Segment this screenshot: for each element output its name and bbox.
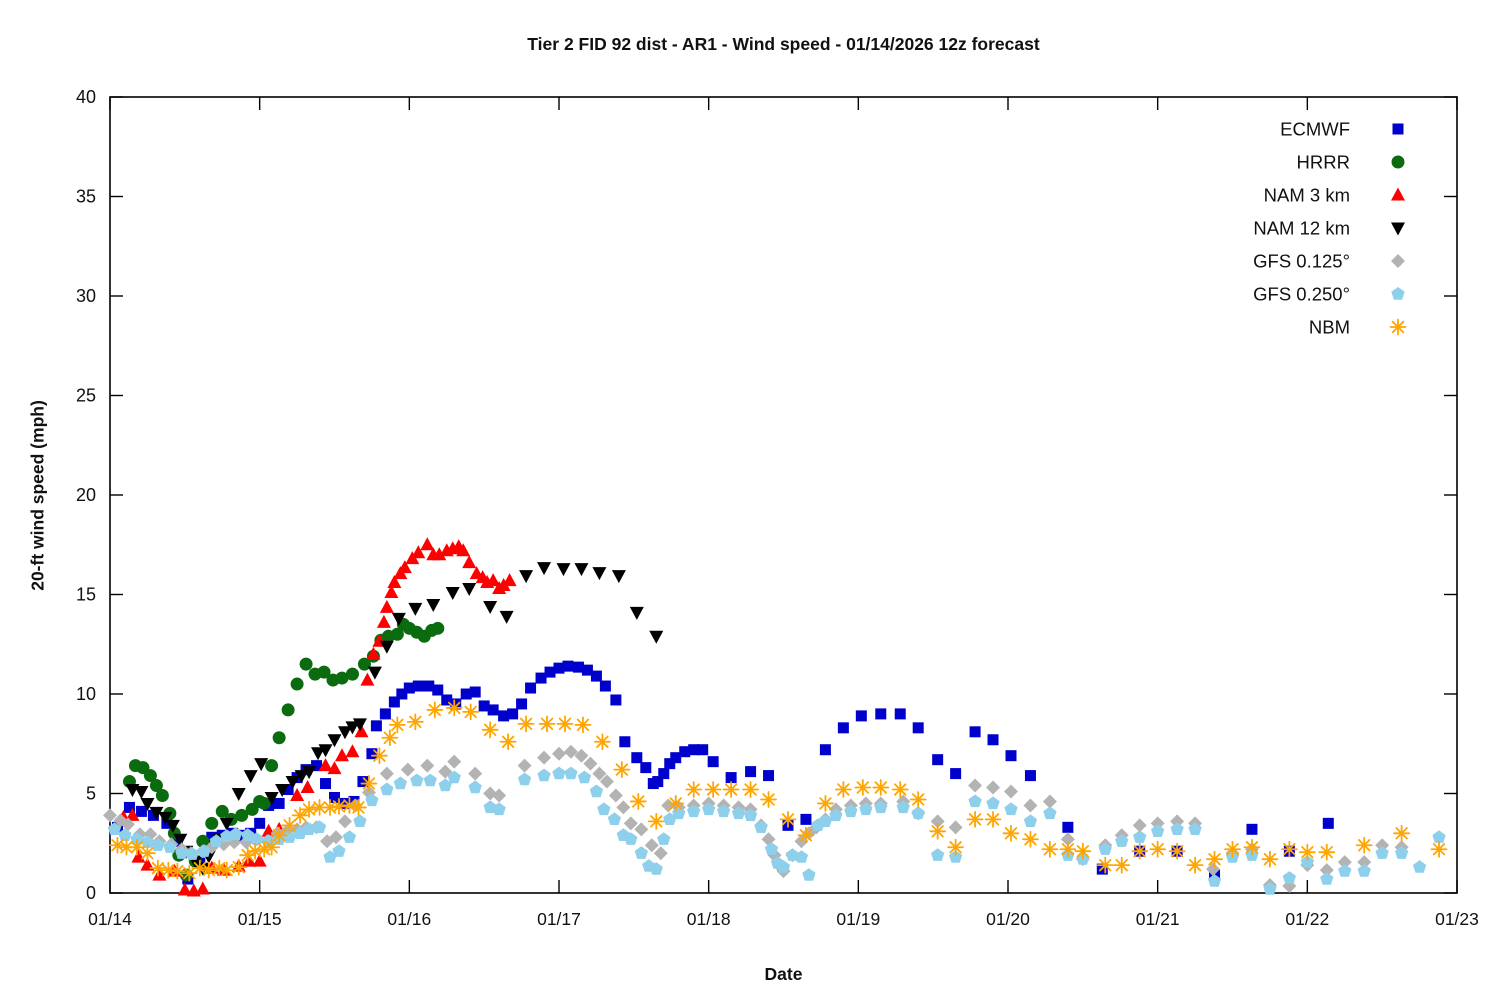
x-tick-label: 01/17 [537, 909, 581, 929]
legend-item-hrrr: HRRR [1297, 152, 1405, 173]
y-tick-label: 40 [76, 87, 96, 107]
series-gfs-0-250- [107, 766, 1446, 895]
legend-item-gfs-0-125-: GFS 0.125° [1253, 251, 1405, 272]
series-ecmwf [111, 660, 1334, 885]
y-tick-label: 30 [76, 286, 96, 306]
x-tick-label: 01/14 [88, 909, 132, 929]
x-tick-label: 01/18 [687, 909, 731, 929]
chart-title: Tier 2 FID 92 dist - AR1 - Wind speed - … [527, 34, 1040, 54]
y-tick-label: 10 [76, 684, 96, 704]
y-tick-label: 15 [76, 585, 96, 605]
legend-label: NAM 3 km [1264, 185, 1350, 206]
y-tick-label: 0 [86, 883, 96, 903]
legend-label: ECMWF [1280, 119, 1350, 140]
x-tick-label: 01/21 [1136, 909, 1180, 929]
y-tick-label: 25 [76, 386, 96, 406]
series-nbm [109, 699, 1448, 882]
x-tick-label: 01/15 [238, 909, 282, 929]
x-tick-label: 01/23 [1435, 909, 1479, 929]
legend-item-nam-12-km: NAM 12 km [1253, 218, 1405, 239]
legend-item-nam-3-km: NAM 3 km [1264, 185, 1405, 206]
legend-item-gfs-0-250-: GFS 0.250° [1253, 284, 1405, 305]
plot-frame [109, 96, 1458, 894]
legend-label: NAM 12 km [1253, 218, 1350, 239]
series-nam-3-km [116, 537, 517, 897]
x-tick-label: 01/20 [986, 909, 1030, 929]
legend-item-ecmwf: ECMWF [1280, 119, 1404, 140]
legend: ECMWF HRRR NAM 3 km NAM 12 km GFS 0.125° GFS … [1253, 119, 1407, 338]
x-tick-label: 01/19 [836, 909, 880, 929]
legend-item-nbm: NBM [1309, 317, 1407, 338]
legend-label: HRRR [1297, 152, 1350, 173]
legend-label: GFS 0.125° [1253, 251, 1350, 272]
y-tick-label: 35 [76, 187, 96, 207]
legend-label: GFS 0.250° [1253, 284, 1350, 305]
series-hrrr [122, 617, 445, 882]
y-tick-label: 5 [86, 784, 96, 804]
y-tick-label: 20 [76, 485, 96, 505]
legend-label: NBM [1309, 317, 1350, 338]
x-axis-title: Date [764, 964, 803, 984]
x-tick-label: 01/16 [387, 909, 431, 929]
y-axis-title: 20-ft wind speed (mph) [27, 400, 48, 591]
x-tick-label: 01/22 [1285, 909, 1329, 929]
